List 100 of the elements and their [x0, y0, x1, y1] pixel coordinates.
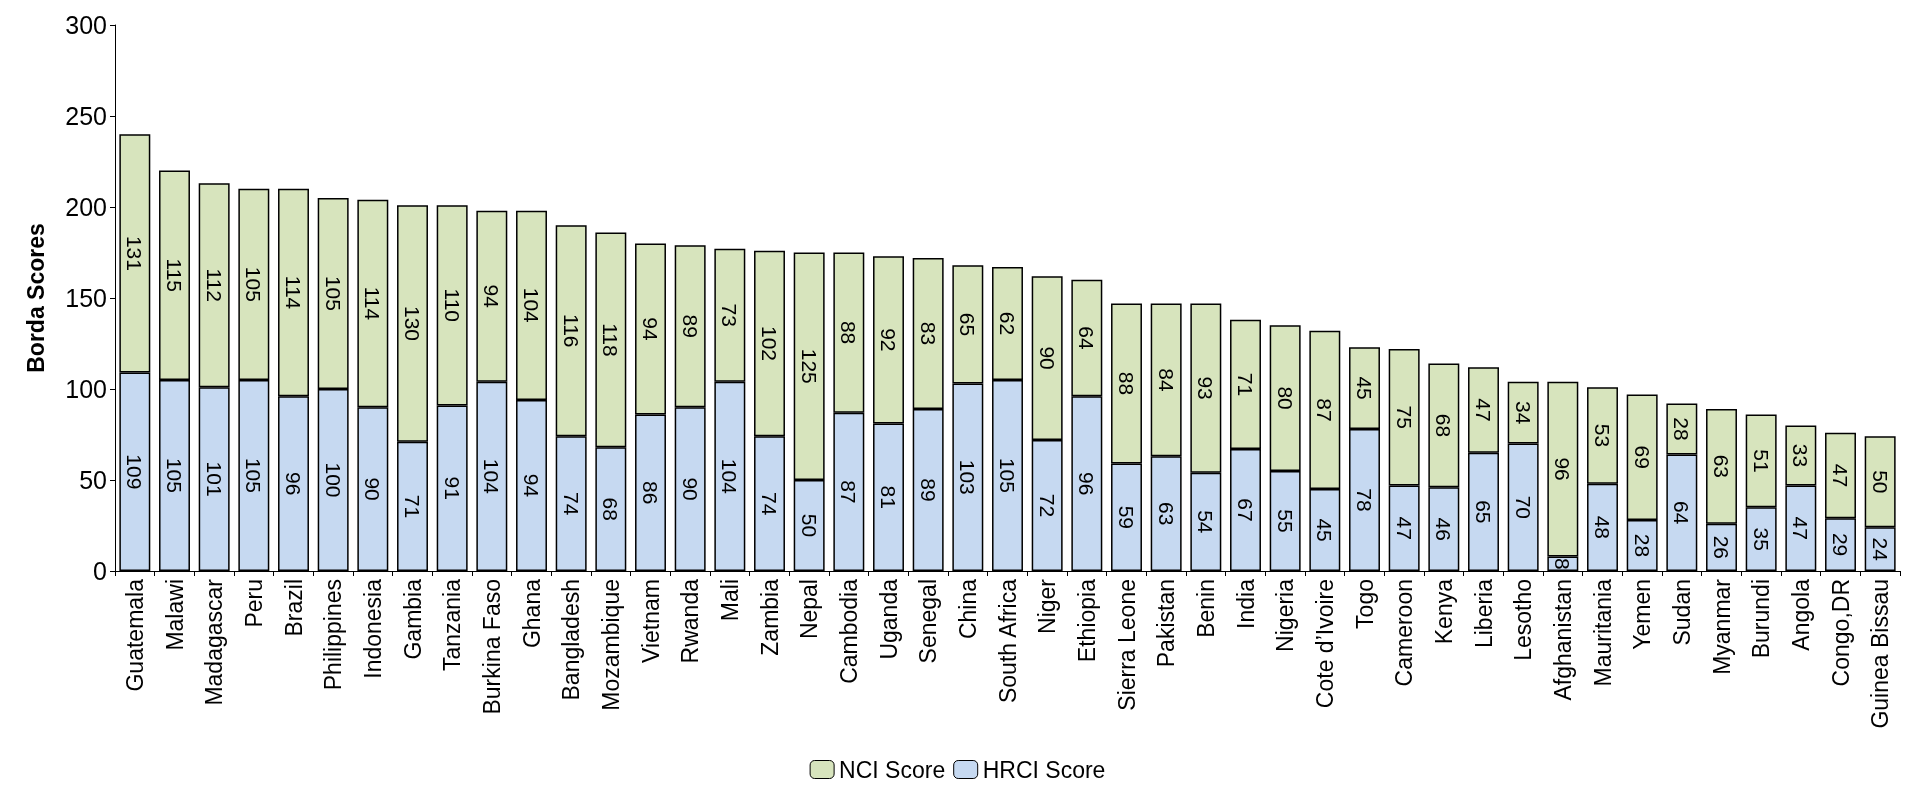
x-tick-label: Uganda — [875, 578, 902, 660]
x-tick-label: Kenya — [1430, 578, 1457, 645]
legend-label: NCI Score — [839, 756, 946, 783]
x-tick-label: Vietnam — [637, 579, 664, 663]
data-label: 109 — [123, 454, 147, 490]
data-label: 47 — [1829, 463, 1852, 488]
data-label: 105 — [242, 457, 266, 493]
data-label: 88 — [1115, 371, 1138, 396]
x-tick-label: Sierra Leone — [1113, 579, 1140, 711]
x-tick-label: Guinea Bissau — [1867, 579, 1894, 729]
data-label: 94 — [639, 317, 662, 341]
x-tick-label: Cameroon — [1391, 579, 1418, 687]
data-label: 59 — [1115, 505, 1138, 529]
data-label: 104 — [718, 458, 742, 495]
x-tick-label: South Africa — [994, 578, 1021, 704]
x-tick-label: Malawi — [161, 579, 188, 651]
x-tick-label: Pakistan — [1153, 579, 1180, 668]
data-label: 116 — [559, 314, 583, 348]
data-label: 94 — [480, 284, 504, 309]
data-label: 73 — [718, 303, 742, 327]
data-label: 53 — [1591, 423, 1614, 448]
data-label: 92 — [877, 328, 900, 352]
x-tick-label: Indonesia — [359, 578, 386, 679]
data-label: 80 — [1273, 386, 1297, 410]
data-label: 69 — [1630, 445, 1654, 469]
data-label: 55 — [1273, 509, 1297, 533]
data-label: 51 — [1749, 449, 1773, 473]
data-label: 96 — [1075, 471, 1099, 496]
x-tick-label: Nepal — [796, 579, 823, 640]
data-label: 105 — [242, 266, 266, 302]
data-label: 68 — [599, 497, 623, 521]
data-label: 94 — [520, 473, 543, 498]
data-label: 45 — [1313, 518, 1337, 542]
data-label: 84 — [1154, 368, 1178, 392]
data-label: 105 — [321, 275, 345, 311]
data-label: 96 — [1551, 457, 1575, 481]
x-tick-label: Nigeria — [1272, 578, 1299, 652]
x-tick-label: Peru — [240, 579, 267, 628]
data-label: 114 — [282, 275, 305, 310]
data-label: 46 — [1432, 517, 1456, 541]
data-label: 112 — [202, 268, 226, 302]
data-label: 131 — [123, 235, 147, 271]
x-tick-label: Sudan — [1668, 579, 1695, 646]
data-label: 71 — [1234, 372, 1257, 397]
data-label: 90 — [361, 477, 385, 501]
x-tick-label: Lesotho — [1510, 579, 1537, 661]
data-label: 81 — [877, 485, 900, 509]
data-label: 88 — [837, 320, 861, 345]
data-label: 63 — [1154, 501, 1178, 526]
x-tick-label: Ethiopia — [1073, 578, 1100, 663]
data-label: 8 — [1551, 557, 1575, 570]
x-tick-label: Rwanda — [677, 578, 704, 664]
data-label: 50 — [797, 513, 821, 538]
x-tick-label: Liberia — [1470, 578, 1497, 649]
data-label: 65 — [956, 312, 980, 337]
y-tick-label: 100 — [65, 375, 107, 403]
data-label: 83 — [916, 321, 940, 346]
data-label: 29 — [1829, 532, 1852, 557]
data-label: 48 — [1591, 515, 1614, 539]
x-tick-label: Cambodia — [835, 578, 862, 684]
x-tick-label: Bangladesh — [558, 579, 585, 701]
data-label: 64 — [1075, 326, 1099, 351]
y-tick-label: 250 — [65, 102, 107, 130]
x-tick-label: China — [954, 578, 981, 640]
data-label: 102 — [758, 325, 781, 362]
data-label: 68 — [1432, 413, 1456, 438]
x-tick-label: Philippines — [320, 579, 347, 691]
y-tick-label: 300 — [65, 11, 107, 39]
data-label: 63 — [1710, 454, 1733, 479]
x-tick-label: Mali — [716, 579, 743, 622]
data-label: 67 — [1234, 498, 1257, 522]
data-label: 26 — [1710, 535, 1733, 560]
data-label: 33 — [1789, 443, 1813, 468]
x-tick-label: Angola — [1787, 578, 1814, 651]
data-label: 91 — [440, 476, 464, 500]
data-label: 50 — [1868, 470, 1892, 494]
x-tick-label: Guatemala — [121, 578, 148, 692]
data-label: 45 — [1353, 376, 1376, 400]
data-label: 93 — [1194, 376, 1218, 400]
x-tick-label: Zambia — [756, 578, 783, 656]
y-tick-label: 150 — [65, 284, 107, 312]
data-label: 47 — [1392, 516, 1416, 540]
data-label: 114 — [361, 286, 385, 321]
data-label: 28 — [1630, 533, 1654, 558]
data-label: 90 — [678, 477, 702, 501]
data-label: 47 — [1472, 398, 1495, 422]
data-label: 89 — [916, 478, 940, 502]
x-tick-label: Togo — [1351, 579, 1378, 629]
data-label: 75 — [1392, 405, 1416, 429]
data-label: 71 — [401, 494, 424, 519]
x-tick-label: Afghanistan — [1549, 579, 1576, 701]
data-label: 74 — [758, 491, 781, 516]
x-tick-label: Gambia — [399, 578, 426, 660]
x-tick-label: Tanzania — [439, 578, 466, 672]
data-label: 101 — [202, 461, 226, 497]
data-label: 34 — [1511, 400, 1535, 425]
data-label: 64 — [1670, 501, 1694, 525]
y-tick-label: 50 — [79, 466, 107, 494]
data-label: 87 — [1313, 398, 1337, 422]
x-tick-label: India — [1232, 578, 1259, 629]
